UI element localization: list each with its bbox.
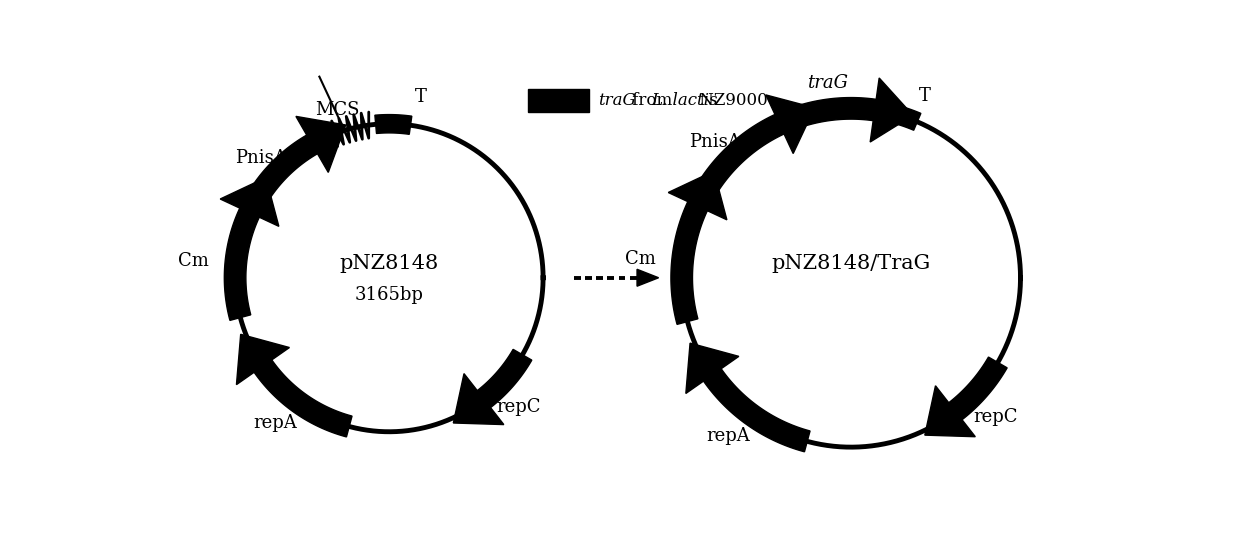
Polygon shape (296, 117, 346, 172)
Text: from: from (627, 92, 677, 109)
Text: PnisA: PnisA (234, 149, 286, 167)
Text: PnisA: PnisA (689, 133, 740, 151)
Text: T: T (415, 88, 427, 106)
Text: traG: traG (599, 92, 636, 109)
Text: repC: repC (496, 398, 541, 416)
Polygon shape (637, 270, 658, 286)
Polygon shape (668, 171, 727, 220)
Text: 3165bp: 3165bp (355, 285, 424, 304)
Text: Cm: Cm (625, 250, 656, 268)
Text: repA: repA (253, 414, 298, 432)
Polygon shape (221, 178, 279, 227)
Polygon shape (688, 114, 784, 211)
Text: traG: traG (807, 74, 848, 92)
Polygon shape (224, 208, 259, 321)
Text: pNZ8148/TraG: pNZ8148/TraG (771, 255, 931, 273)
Text: NZ9000: NZ9000 (694, 92, 768, 109)
Polygon shape (766, 95, 815, 153)
Text: L. lactis: L. lactis (652, 92, 718, 109)
Text: repA: repA (706, 426, 750, 444)
Polygon shape (949, 357, 1007, 420)
Polygon shape (454, 373, 503, 425)
Polygon shape (781, 97, 877, 132)
Text: repC: repC (973, 408, 1017, 426)
Polygon shape (239, 135, 317, 217)
Text: MCS: MCS (315, 101, 360, 119)
Text: Cm: Cm (179, 252, 208, 270)
FancyBboxPatch shape (528, 89, 589, 112)
Polygon shape (254, 360, 352, 437)
Text: pNZ8148: pNZ8148 (340, 255, 439, 273)
Polygon shape (703, 368, 810, 452)
Polygon shape (879, 102, 921, 130)
Polygon shape (477, 349, 532, 408)
Polygon shape (374, 114, 412, 134)
Polygon shape (686, 343, 739, 393)
Polygon shape (925, 386, 976, 437)
Polygon shape (237, 334, 289, 384)
Polygon shape (671, 202, 707, 324)
Polygon shape (870, 78, 913, 142)
Text: T: T (919, 87, 930, 104)
